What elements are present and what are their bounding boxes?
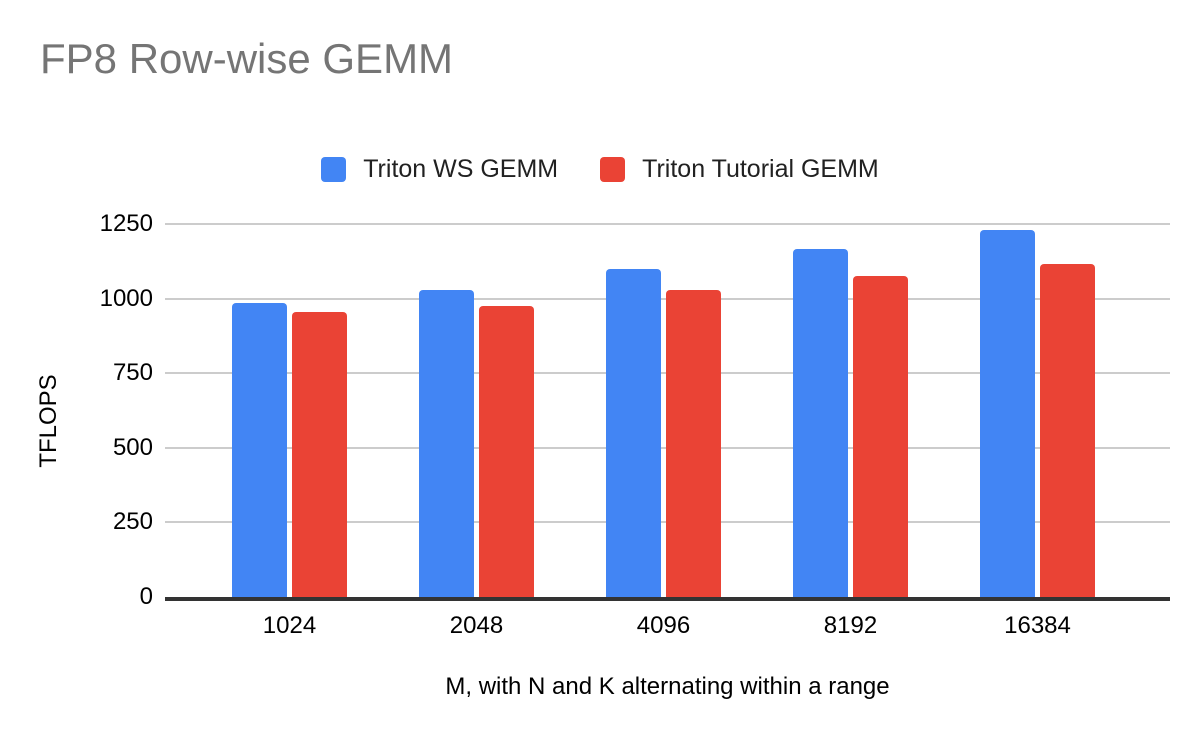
- bars-region: [232, 224, 1095, 597]
- bar-group: [606, 269, 721, 597]
- x-tick-label: 8192: [823, 612, 878, 639]
- y-tick-label: 1000: [99, 284, 153, 312]
- legend: Triton WS GEMM Triton Tutorial GEMM: [0, 157, 1200, 182]
- y-tick-label: 500: [112, 433, 153, 461]
- bar-group: [419, 290, 534, 597]
- bar[interactable]: [479, 306, 534, 597]
- legend-item[interactable]: Triton WS GEMM: [321, 157, 558, 182]
- x-axis-tick-labels: 1024 2048 4096 8192 16384: [232, 613, 1095, 639]
- y-tick-label: 750: [112, 359, 153, 387]
- bar[interactable]: [980, 230, 1035, 597]
- bar[interactable]: [793, 249, 848, 597]
- x-axis-line: [165, 597, 1170, 601]
- x-tick-label: 2048: [449, 612, 504, 639]
- legend-label: Triton Tutorial GEMM: [642, 155, 879, 183]
- chart-title: FP8 Row-wise GEMM: [40, 35, 454, 82]
- bar-group: [793, 249, 908, 597]
- bar-group: [232, 303, 347, 597]
- x-axis-title: M, with N and K alternating within a ran…: [445, 673, 890, 700]
- x-tick-label: 1024: [262, 612, 317, 639]
- legend-swatch-icon: [321, 157, 347, 182]
- bar[interactable]: [666, 290, 721, 597]
- bar[interactable]: [853, 276, 908, 597]
- legend-swatch-icon: [600, 157, 626, 182]
- bar[interactable]: [1040, 264, 1095, 597]
- y-tick-label: 1250: [99, 210, 153, 237]
- legend-item[interactable]: Triton Tutorial GEMM: [600, 157, 879, 182]
- gridline: [165, 223, 1170, 225]
- y-tick-label: 0: [139, 583, 153, 610]
- bar[interactable]: [419, 290, 474, 597]
- bar-group: [980, 230, 1095, 597]
- legend-label: Triton WS GEMM: [363, 155, 559, 183]
- y-tick-label: 250: [112, 508, 153, 536]
- x-tick-label: 16384: [1004, 612, 1071, 639]
- bar[interactable]: [232, 303, 287, 597]
- x-tick-label: 4096: [636, 612, 691, 639]
- bar[interactable]: [292, 312, 347, 597]
- bar[interactable]: [606, 269, 661, 597]
- y-axis-title: TFLOPS: [35, 374, 62, 468]
- plot-area: [165, 223, 1170, 601]
